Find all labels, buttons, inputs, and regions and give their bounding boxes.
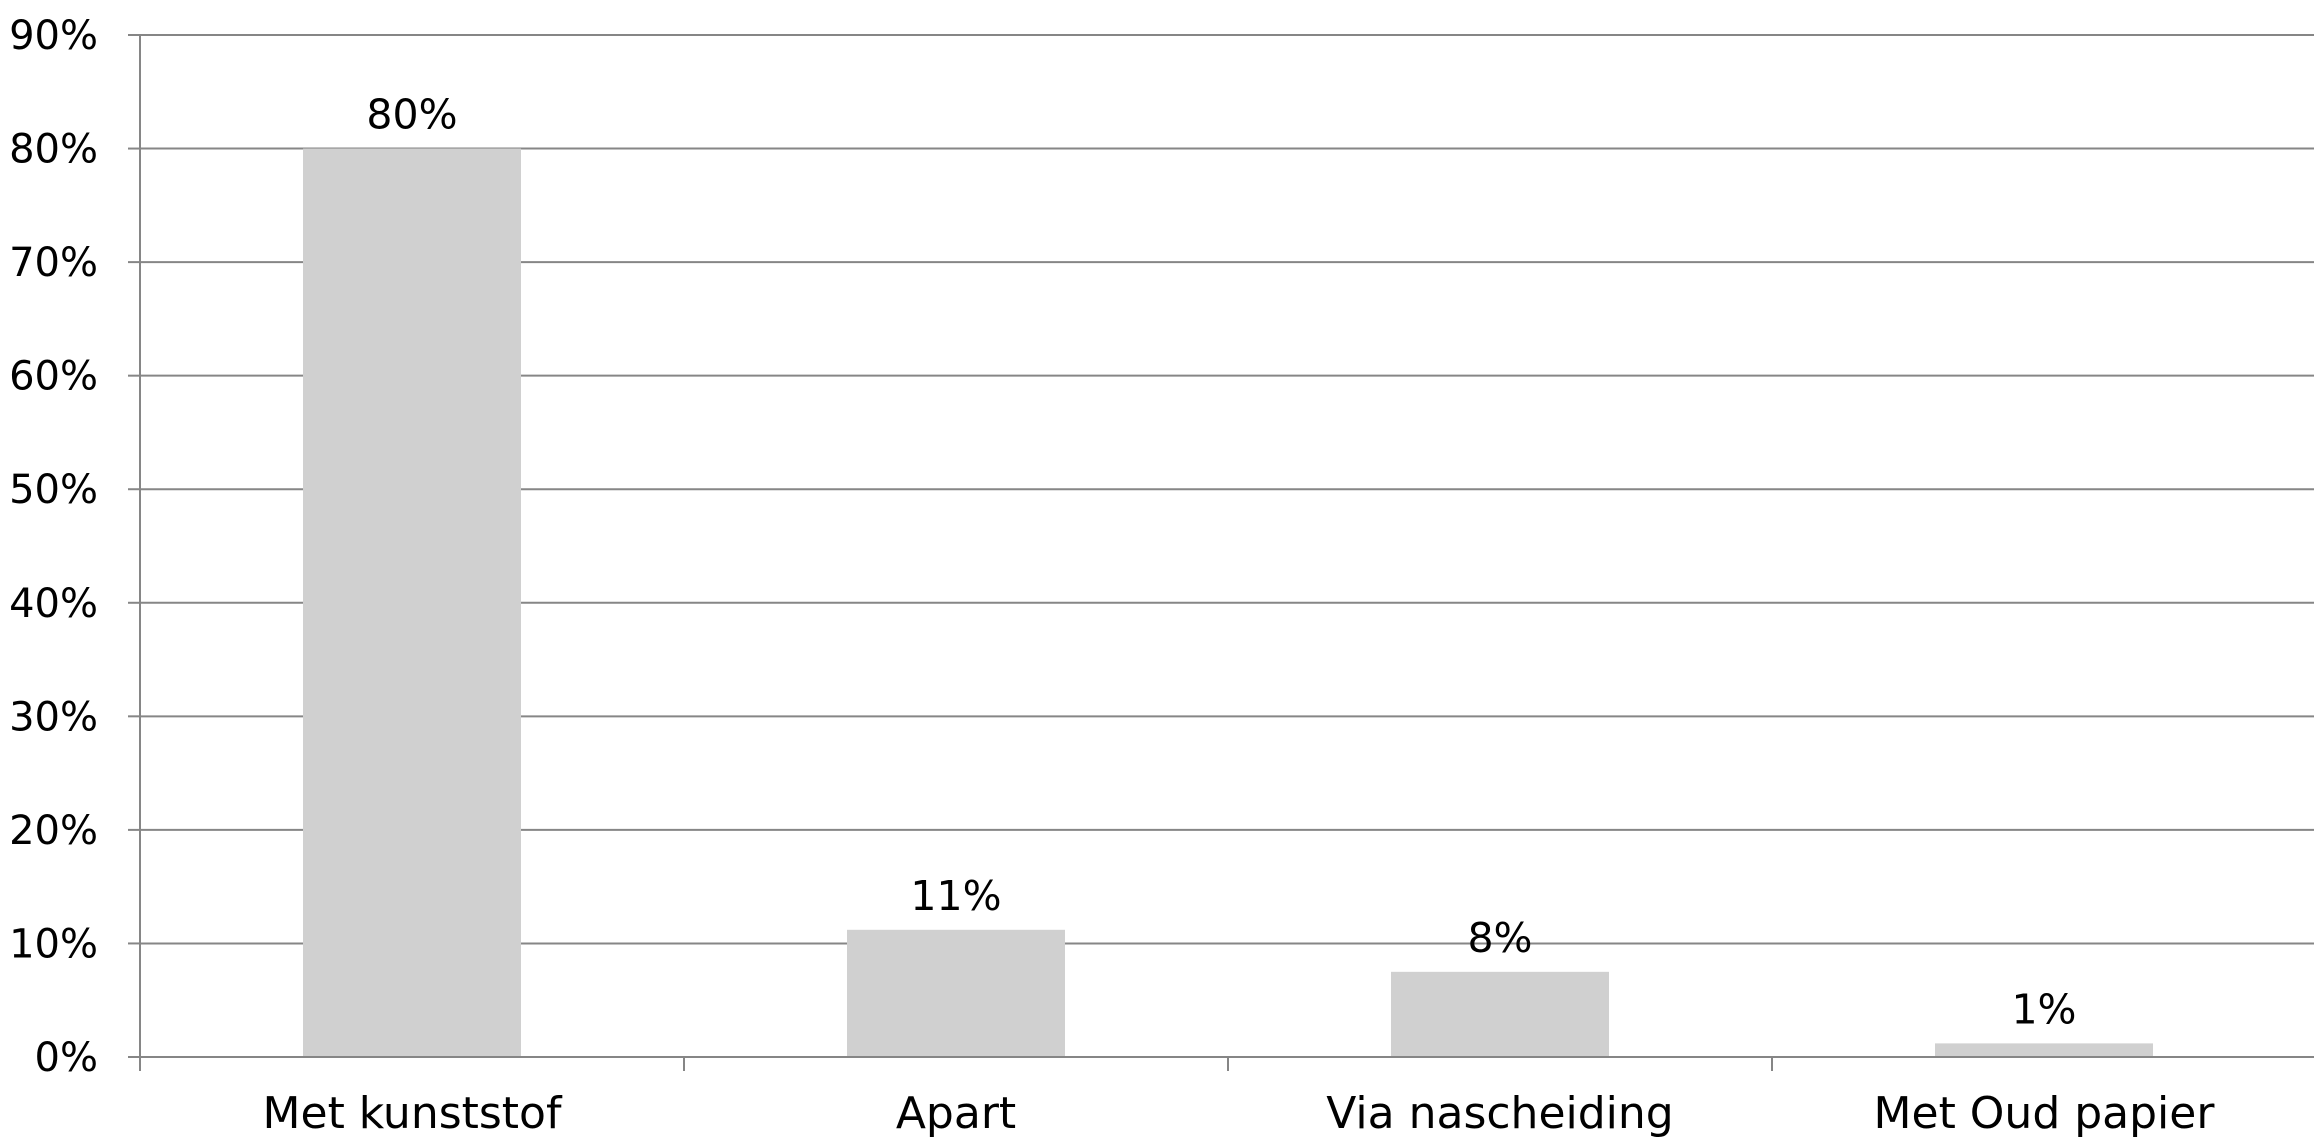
x-tick-label: Apart <box>896 1088 1016 1139</box>
bar <box>303 148 521 1058</box>
y-tick-label: 20% <box>9 808 98 854</box>
x-tick-label: Via nascheiding <box>1326 1088 1673 1139</box>
y-tick-label: 0% <box>35 1035 98 1081</box>
data-label: 11% <box>910 872 1001 920</box>
x-axis-ticks: Met kunststof Apart Via nascheiding Met Oud… <box>263 1088 2216 1139</box>
bar <box>1935 1043 2153 1057</box>
x-tick-label: Met kunststof <box>263 1088 563 1139</box>
axes <box>128 34 2314 1071</box>
y-tick-label: 40% <box>9 581 98 627</box>
y-tick-label: 60% <box>9 354 98 400</box>
y-tick-label: 90% <box>9 13 98 59</box>
y-tick-label: 70% <box>9 240 98 286</box>
bar <box>847 929 1065 1057</box>
data-label: 1% <box>2011 985 2076 1033</box>
bar <box>1391 971 1609 1057</box>
y-tick-label: 50% <box>9 467 98 513</box>
data-label: 80% <box>366 91 457 139</box>
bars <box>303 148 2153 1058</box>
y-tick-label: 80% <box>9 127 98 173</box>
data-label: 8% <box>1467 914 1532 962</box>
x-tick-label: Met Oud papier <box>1874 1088 2216 1139</box>
y-tick-label: 30% <box>9 694 98 740</box>
y-axis-ticks: 0% 10% 20% 30% 40% 50% 60% 70% 80% 90% <box>9 13 98 1081</box>
y-tick-label: 10% <box>9 921 98 967</box>
data-labels: 80% 11% 8% 1% <box>366 91 2076 1034</box>
